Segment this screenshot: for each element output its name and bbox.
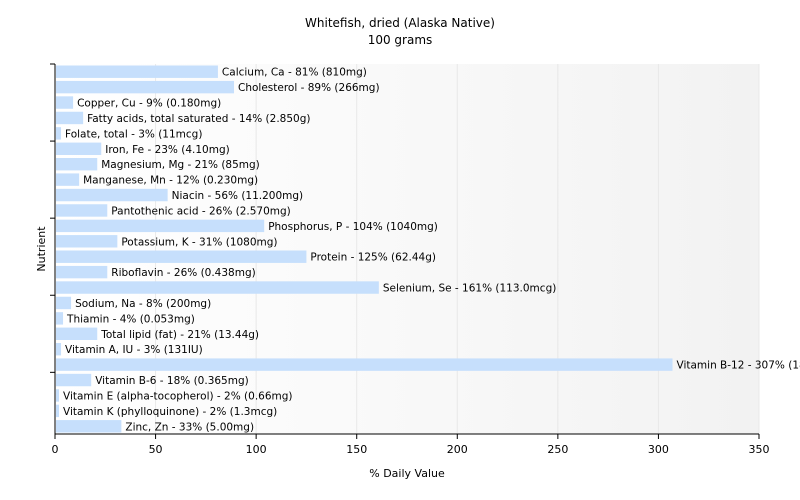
- grid-lines: [155, 64, 760, 434]
- bar-label: Riboflavin - 26% (0.438mg): [111, 267, 255, 279]
- bar-label: Total lipid (fat) - 21% (13.44g): [100, 329, 259, 341]
- x-tick-label: 350: [749, 443, 770, 456]
- x-tick-label: 100: [246, 443, 267, 456]
- bar-label: Zinc, Zn - 33% (5.00mg): [125, 421, 254, 433]
- x-tick-label: 300: [648, 443, 669, 456]
- bar: [56, 219, 265, 233]
- bar: [56, 65, 218, 78]
- bar-label: Vitamin E (alpha-tocopherol) - 2% (0.66m…: [63, 390, 293, 402]
- bar: [56, 265, 108, 279]
- bar: [56, 111, 84, 125]
- bar-label: Vitamin B-12 - 307% (18.40mcg): [677, 360, 800, 372]
- bar-label: Folate, total - 3% (11mcg): [65, 128, 202, 140]
- bar-label: Cholesterol - 89% (266mg): [238, 82, 380, 94]
- x-tick-label: 200: [447, 443, 468, 456]
- bar-label: Phosphorus, P - 104% (1040mg): [268, 221, 438, 233]
- bar: [56, 127, 62, 140]
- x-tick-label: 250: [547, 443, 568, 456]
- bar-label: Calcium, Ca - 81% (810mg): [222, 67, 367, 79]
- y-ticks: [50, 63, 55, 373]
- bar: [56, 420, 122, 433]
- bar: [56, 235, 118, 248]
- bar: [56, 173, 80, 186]
- y-axis-label: Nutrient: [35, 226, 48, 272]
- bar-label: Vitamin B-6 - 18% (0.365mg): [95, 375, 249, 387]
- chart-subtitle: 100 grams: [368, 33, 433, 47]
- bars: Calcium, Ca - 81% (810mg) Cholesterol - 8…: [56, 65, 800, 433]
- bar: [56, 250, 307, 263]
- bar-label: Potassium, K - 31% (1080mg): [121, 236, 277, 248]
- bar-label: Iron, Fe - 23% (4.10mg): [105, 144, 229, 156]
- bar: [56, 204, 108, 217]
- bar: [56, 142, 102, 155]
- x-tick-label: 0: [52, 443, 59, 456]
- bar-label: Thiamin - 4% (0.053mg): [66, 313, 195, 325]
- bar-label: Vitamin K (phylloquinone) - 2% (1.3mcg): [63, 406, 277, 418]
- bar: [56, 327, 98, 340]
- x-tick-label: 150: [346, 443, 367, 456]
- bar-label: Fatty acids, total saturated - 14% (2.85…: [87, 113, 310, 125]
- bar-label: Protein - 125% (62.44g): [310, 252, 436, 264]
- bar-label: Niacin - 56% (11.200mg): [172, 190, 304, 202]
- bar: [56, 358, 673, 371]
- bar: [56, 404, 60, 418]
- x-axis-label: % Daily Value: [369, 467, 445, 480]
- bar: [56, 281, 379, 294]
- bar: [56, 96, 74, 109]
- bar: [56, 188, 168, 202]
- bar: [56, 296, 72, 310]
- bar-label: Pantothenic acid - 26% (2.570mg): [111, 205, 290, 217]
- bar: [56, 80, 235, 94]
- bar-label: Manganese, Mn - 12% (0.230mg): [83, 175, 258, 187]
- bar-label: Selenium, Se - 161% (113.0mcg): [383, 283, 556, 295]
- x-tick-label: 50: [149, 443, 163, 456]
- bar: [56, 312, 64, 325]
- bar-label: Magnesium, Mg - 21% (85mg): [101, 159, 260, 171]
- bar-label: Sodium, Na - 8% (200mg): [75, 298, 211, 310]
- bar-label: Copper, Cu - 9% (0.180mg): [77, 98, 221, 110]
- bar: [56, 373, 92, 387]
- bar: [56, 389, 60, 402]
- x-ticks: 0 50 100 150 200 250 300 350: [52, 434, 770, 456]
- bar: [56, 343, 62, 356]
- chart-title: Whitefish, dried (Alaska Native): [305, 16, 495, 30]
- bar: [56, 158, 98, 171]
- bar-label: Vitamin A, IU - 3% (131IU): [65, 344, 203, 356]
- plot-area: [55, 64, 759, 434]
